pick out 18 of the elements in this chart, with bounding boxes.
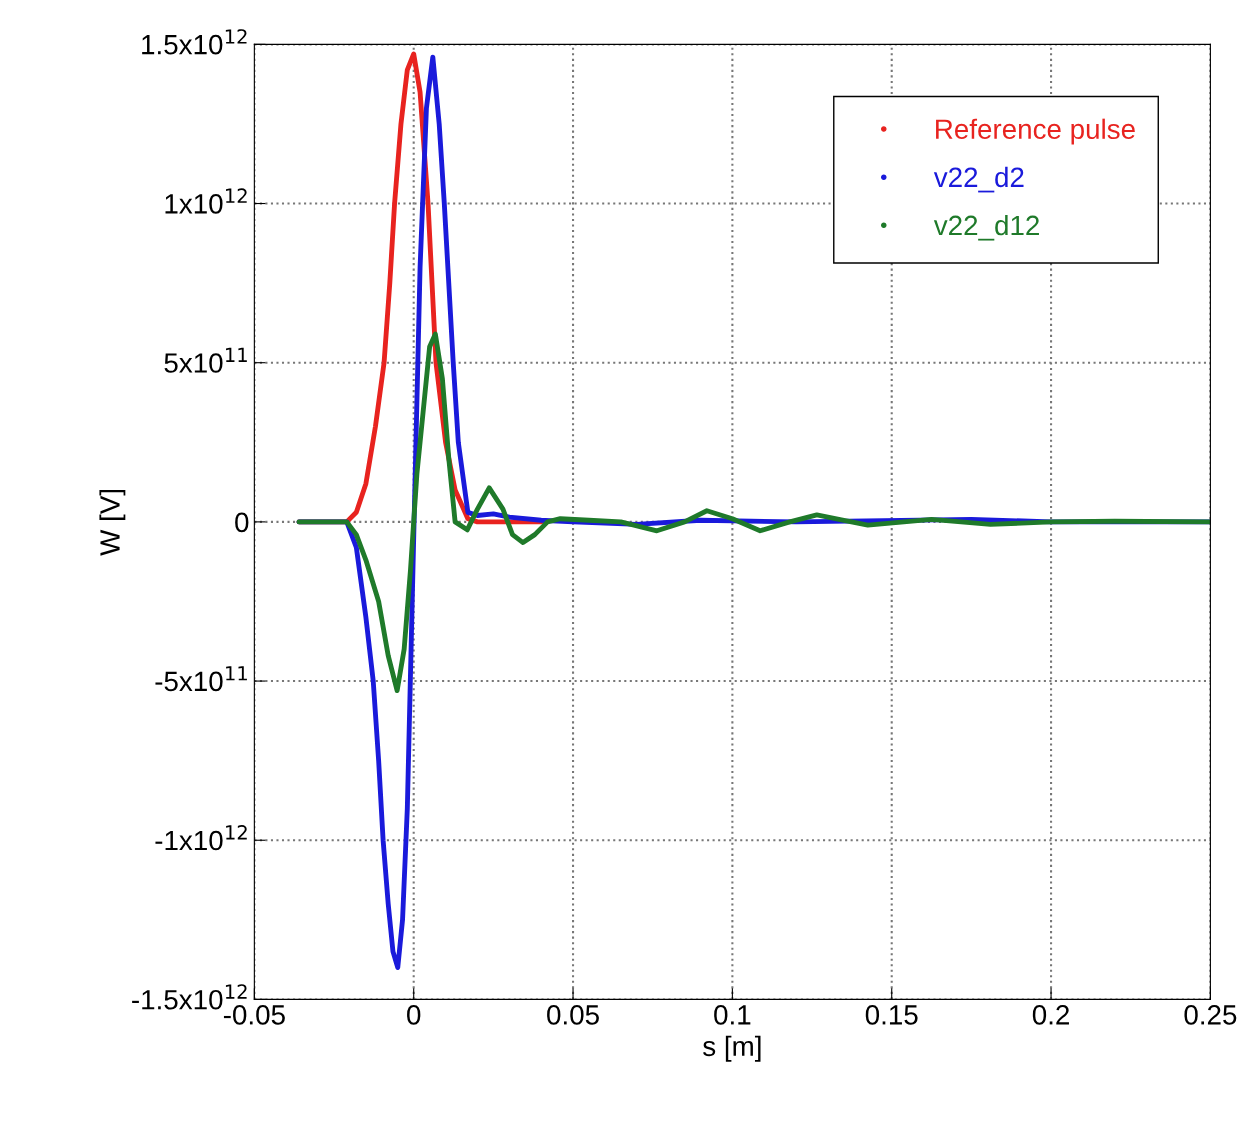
x-axis-title: s [m] [703, 1035, 761, 1062]
x-tick-label: 0 [407, 1005, 421, 1025]
y-tick-label: 1.5x10$^{12}$ [142, 29, 247, 55]
y-tick-label: -5x10$^{11}$ [155, 666, 247, 692]
x-tick-label: 0.1 [714, 1005, 751, 1025]
legend-label: Reference pulse [936, 118, 1135, 145]
x-tick-label: 0.2 [1032, 1005, 1069, 1025]
y-tick-label: 0 [235, 512, 249, 533]
x-tick-label: 0.15 [865, 1005, 918, 1025]
y-tick-label: 5x10$^{11}$ [164, 347, 247, 373]
y-tick-label: 1x10$^{12}$ [165, 188, 247, 214]
y-axis-title: W [V] [99, 489, 126, 556]
legend-label: v22_d12 [933, 214, 1039, 241]
x-tick-label: 0.05 [547, 1005, 599, 1025]
line-series [296, 331, 1211, 694]
legend-label: v22_d2 [933, 166, 1024, 193]
x-tick-label: 0.25 [1184, 1005, 1237, 1025]
y-tick-label: -1x10$^{12}$ [155, 825, 247, 851]
